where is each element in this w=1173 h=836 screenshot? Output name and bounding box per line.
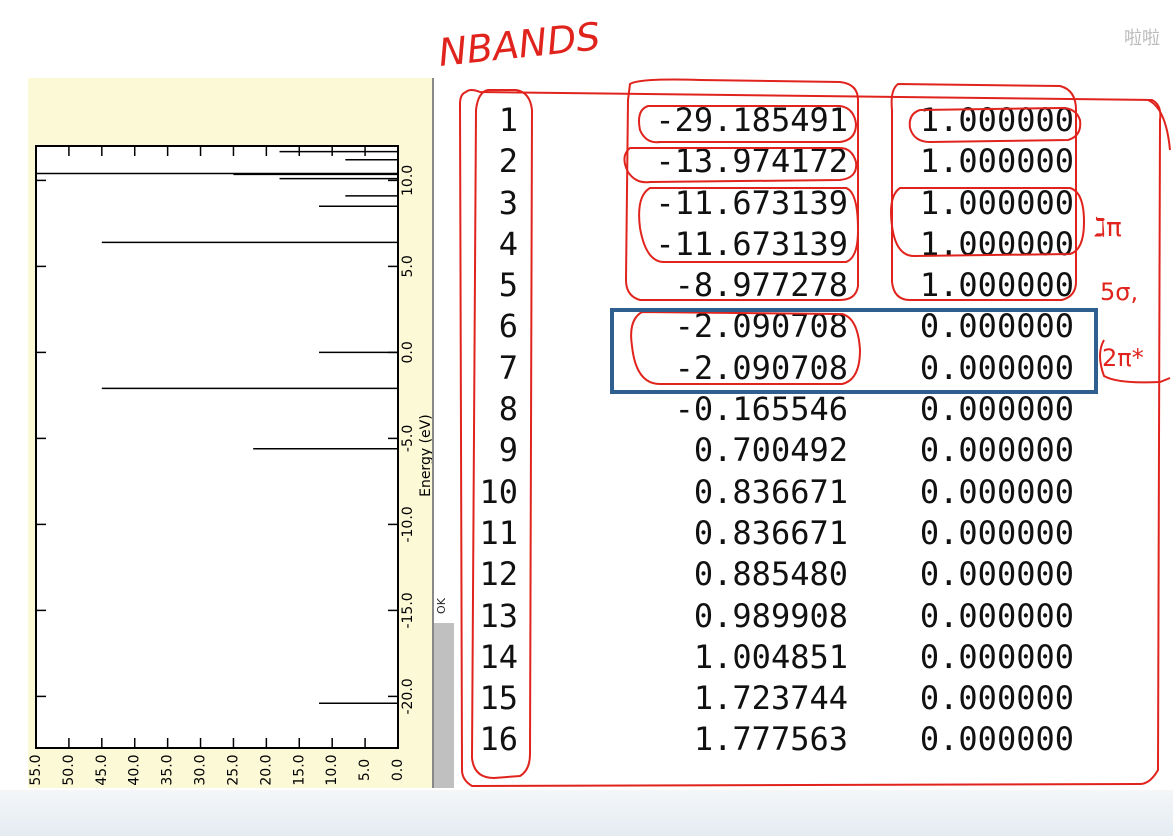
band-index: 3 bbox=[498, 183, 518, 222]
band-energy: -0.165546 bbox=[674, 390, 848, 429]
y-axis-label: Energy (eV) bbox=[418, 414, 434, 497]
panel-divider[interactable] bbox=[432, 78, 454, 788]
table-row: 11 0.836671 0.000000 bbox=[470, 513, 1110, 554]
band-energy: 1.777563 bbox=[693, 720, 848, 759]
band-energy: -11.673139 bbox=[655, 224, 848, 263]
band-energy: -13.974172 bbox=[655, 142, 848, 181]
band-energy: 0.836671 bbox=[693, 472, 848, 511]
x-tick-label: 5.0 bbox=[357, 759, 373, 781]
x-tick-label: 0.0 bbox=[390, 759, 406, 781]
band-occupation: 1.000000 bbox=[919, 183, 1074, 222]
band-occupation: 0.000000 bbox=[919, 431, 1074, 470]
plot-frame bbox=[35, 145, 399, 749]
table-row: 2 -13.974172 1.000000 bbox=[470, 141, 1110, 182]
band-index: 5 bbox=[498, 266, 518, 305]
band-occupation: 1.000000 bbox=[919, 224, 1074, 263]
corner-watermark: 啦啦 bbox=[1124, 28, 1160, 49]
band-occupation: 0.000000 bbox=[919, 596, 1074, 635]
band-index: 8 bbox=[498, 390, 518, 429]
x-tick-label: 10.0 bbox=[324, 754, 340, 785]
band-occupation: 0.000000 bbox=[919, 348, 1074, 387]
table-row: 1 -29.185491 1.000000 bbox=[470, 100, 1110, 141]
band-index: 14 bbox=[479, 637, 518, 676]
band-index: 6 bbox=[498, 307, 518, 346]
band-index: 12 bbox=[479, 555, 518, 594]
band-occupation: 1.000000 bbox=[919, 142, 1074, 181]
y-tick-label: -5.0 bbox=[400, 425, 416, 452]
band-energy: -29.185491 bbox=[655, 101, 848, 139]
band-occupation: 0.000000 bbox=[919, 472, 1074, 511]
dos-plot-panel: 10.0 5.0 0.0 -5.0 -10.0 -15.0 -20.0 Energy (eV)… bbox=[28, 78, 436, 788]
band-index: 11 bbox=[479, 513, 518, 552]
band-energy: 1.723744 bbox=[693, 679, 848, 718]
dos-chart: 10.0 5.0 0.0 -5.0 -10.0 -15.0 -20.0 Energy (eV)… bbox=[28, 145, 434, 786]
table-row: 12 0.885480 0.000000 bbox=[470, 554, 1110, 595]
x-tick-label: 40.0 bbox=[127, 754, 143, 785]
band-index: 9 bbox=[498, 431, 518, 470]
ok-button[interactable]: OK bbox=[435, 598, 448, 614]
table-row: 16 1.777563 0.000000 bbox=[470, 719, 1110, 760]
band-energy: 0.836671 bbox=[693, 513, 848, 552]
band-occupation: 0.000000 bbox=[919, 555, 1074, 594]
video-bottom-strip bbox=[0, 790, 1173, 836]
divider-scroll-area[interactable] bbox=[434, 623, 454, 788]
band-energy: -8.977278 bbox=[674, 266, 848, 305]
band-energy: -2.090708 bbox=[674, 348, 848, 387]
band-energy: 0.700492 bbox=[693, 431, 848, 470]
band-index: 2 bbox=[498, 142, 518, 181]
band-energy: -11.673139 bbox=[655, 183, 848, 222]
band-energy: 0.885480 bbox=[693, 555, 848, 594]
annotation-nband: NBANDS bbox=[436, 14, 602, 75]
band-index: 10 bbox=[479, 472, 518, 511]
band-occupation: 0.000000 bbox=[919, 679, 1074, 718]
y-tick-label: 10.0 bbox=[400, 165, 416, 196]
y-tick-label: -10.0 bbox=[400, 506, 416, 542]
x-tick-label: 20.0 bbox=[258, 754, 274, 785]
y-tick-label: -15.0 bbox=[400, 592, 416, 628]
band-occupation: 0.000000 bbox=[919, 720, 1074, 759]
y-tick-label: -20.0 bbox=[400, 678, 416, 714]
table-row: 14 1.004851 0.000000 bbox=[470, 637, 1110, 678]
x-tick-label: 35.0 bbox=[160, 754, 176, 785]
eigenvalue-table: 1 -29.185491 1.000000 2 -13.974172 1.000000 3 -… bbox=[470, 100, 1110, 761]
band-energy: 1.004851 bbox=[693, 637, 848, 676]
band-occupation: 0.000000 bbox=[919, 390, 1074, 429]
band-index: 1 bbox=[498, 101, 518, 139]
band-energy: 0.989908 bbox=[693, 596, 848, 635]
table-row: 8 -0.165546 0.000000 bbox=[470, 389, 1110, 430]
y-tick-label: 5.0 bbox=[400, 255, 416, 277]
band-occupation: 1.000000 bbox=[919, 101, 1074, 139]
band-index: 15 bbox=[479, 679, 518, 718]
table-row: 3 -11.673139 1.000000 bbox=[470, 183, 1110, 224]
x-tick-label: 25.0 bbox=[225, 754, 241, 785]
y-tick-label: 0.0 bbox=[400, 341, 416, 363]
x-tick-label: 50.0 bbox=[61, 754, 77, 785]
x-tick-label: 55.0 bbox=[28, 754, 44, 785]
table-row: 10 0.836671 0.000000 bbox=[470, 472, 1110, 513]
band-index: 7 bbox=[498, 348, 518, 387]
table-row: 15 1.723744 0.000000 bbox=[470, 678, 1110, 719]
band-index: 13 bbox=[479, 596, 518, 635]
x-tick-label: 15.0 bbox=[291, 754, 307, 785]
table-row: 9 0.700492 0.000000 bbox=[470, 430, 1110, 471]
band-occupation: 0.000000 bbox=[919, 307, 1074, 346]
band-occupation: 0.000000 bbox=[919, 513, 1074, 552]
band-energy: -2.090708 bbox=[674, 307, 848, 346]
x-tick-label: 30.0 bbox=[193, 754, 209, 785]
x-tick-label: 45.0 bbox=[94, 754, 110, 785]
band-occupation: 0.000000 bbox=[919, 637, 1074, 676]
table-row: 13 0.989908 0.000000 bbox=[470, 596, 1110, 637]
band-index: 16 bbox=[479, 720, 518, 759]
band-index: 4 bbox=[498, 224, 518, 263]
table-row: 6 -2.090708 0.000000 bbox=[470, 306, 1110, 347]
table-row: 5 -8.977278 1.000000 bbox=[470, 265, 1110, 306]
band-occupation: 1.000000 bbox=[919, 266, 1074, 305]
table-row: 7 -2.090708 0.000000 bbox=[470, 348, 1110, 389]
table-row: 4 -11.673139 1.000000 bbox=[470, 224, 1110, 265]
